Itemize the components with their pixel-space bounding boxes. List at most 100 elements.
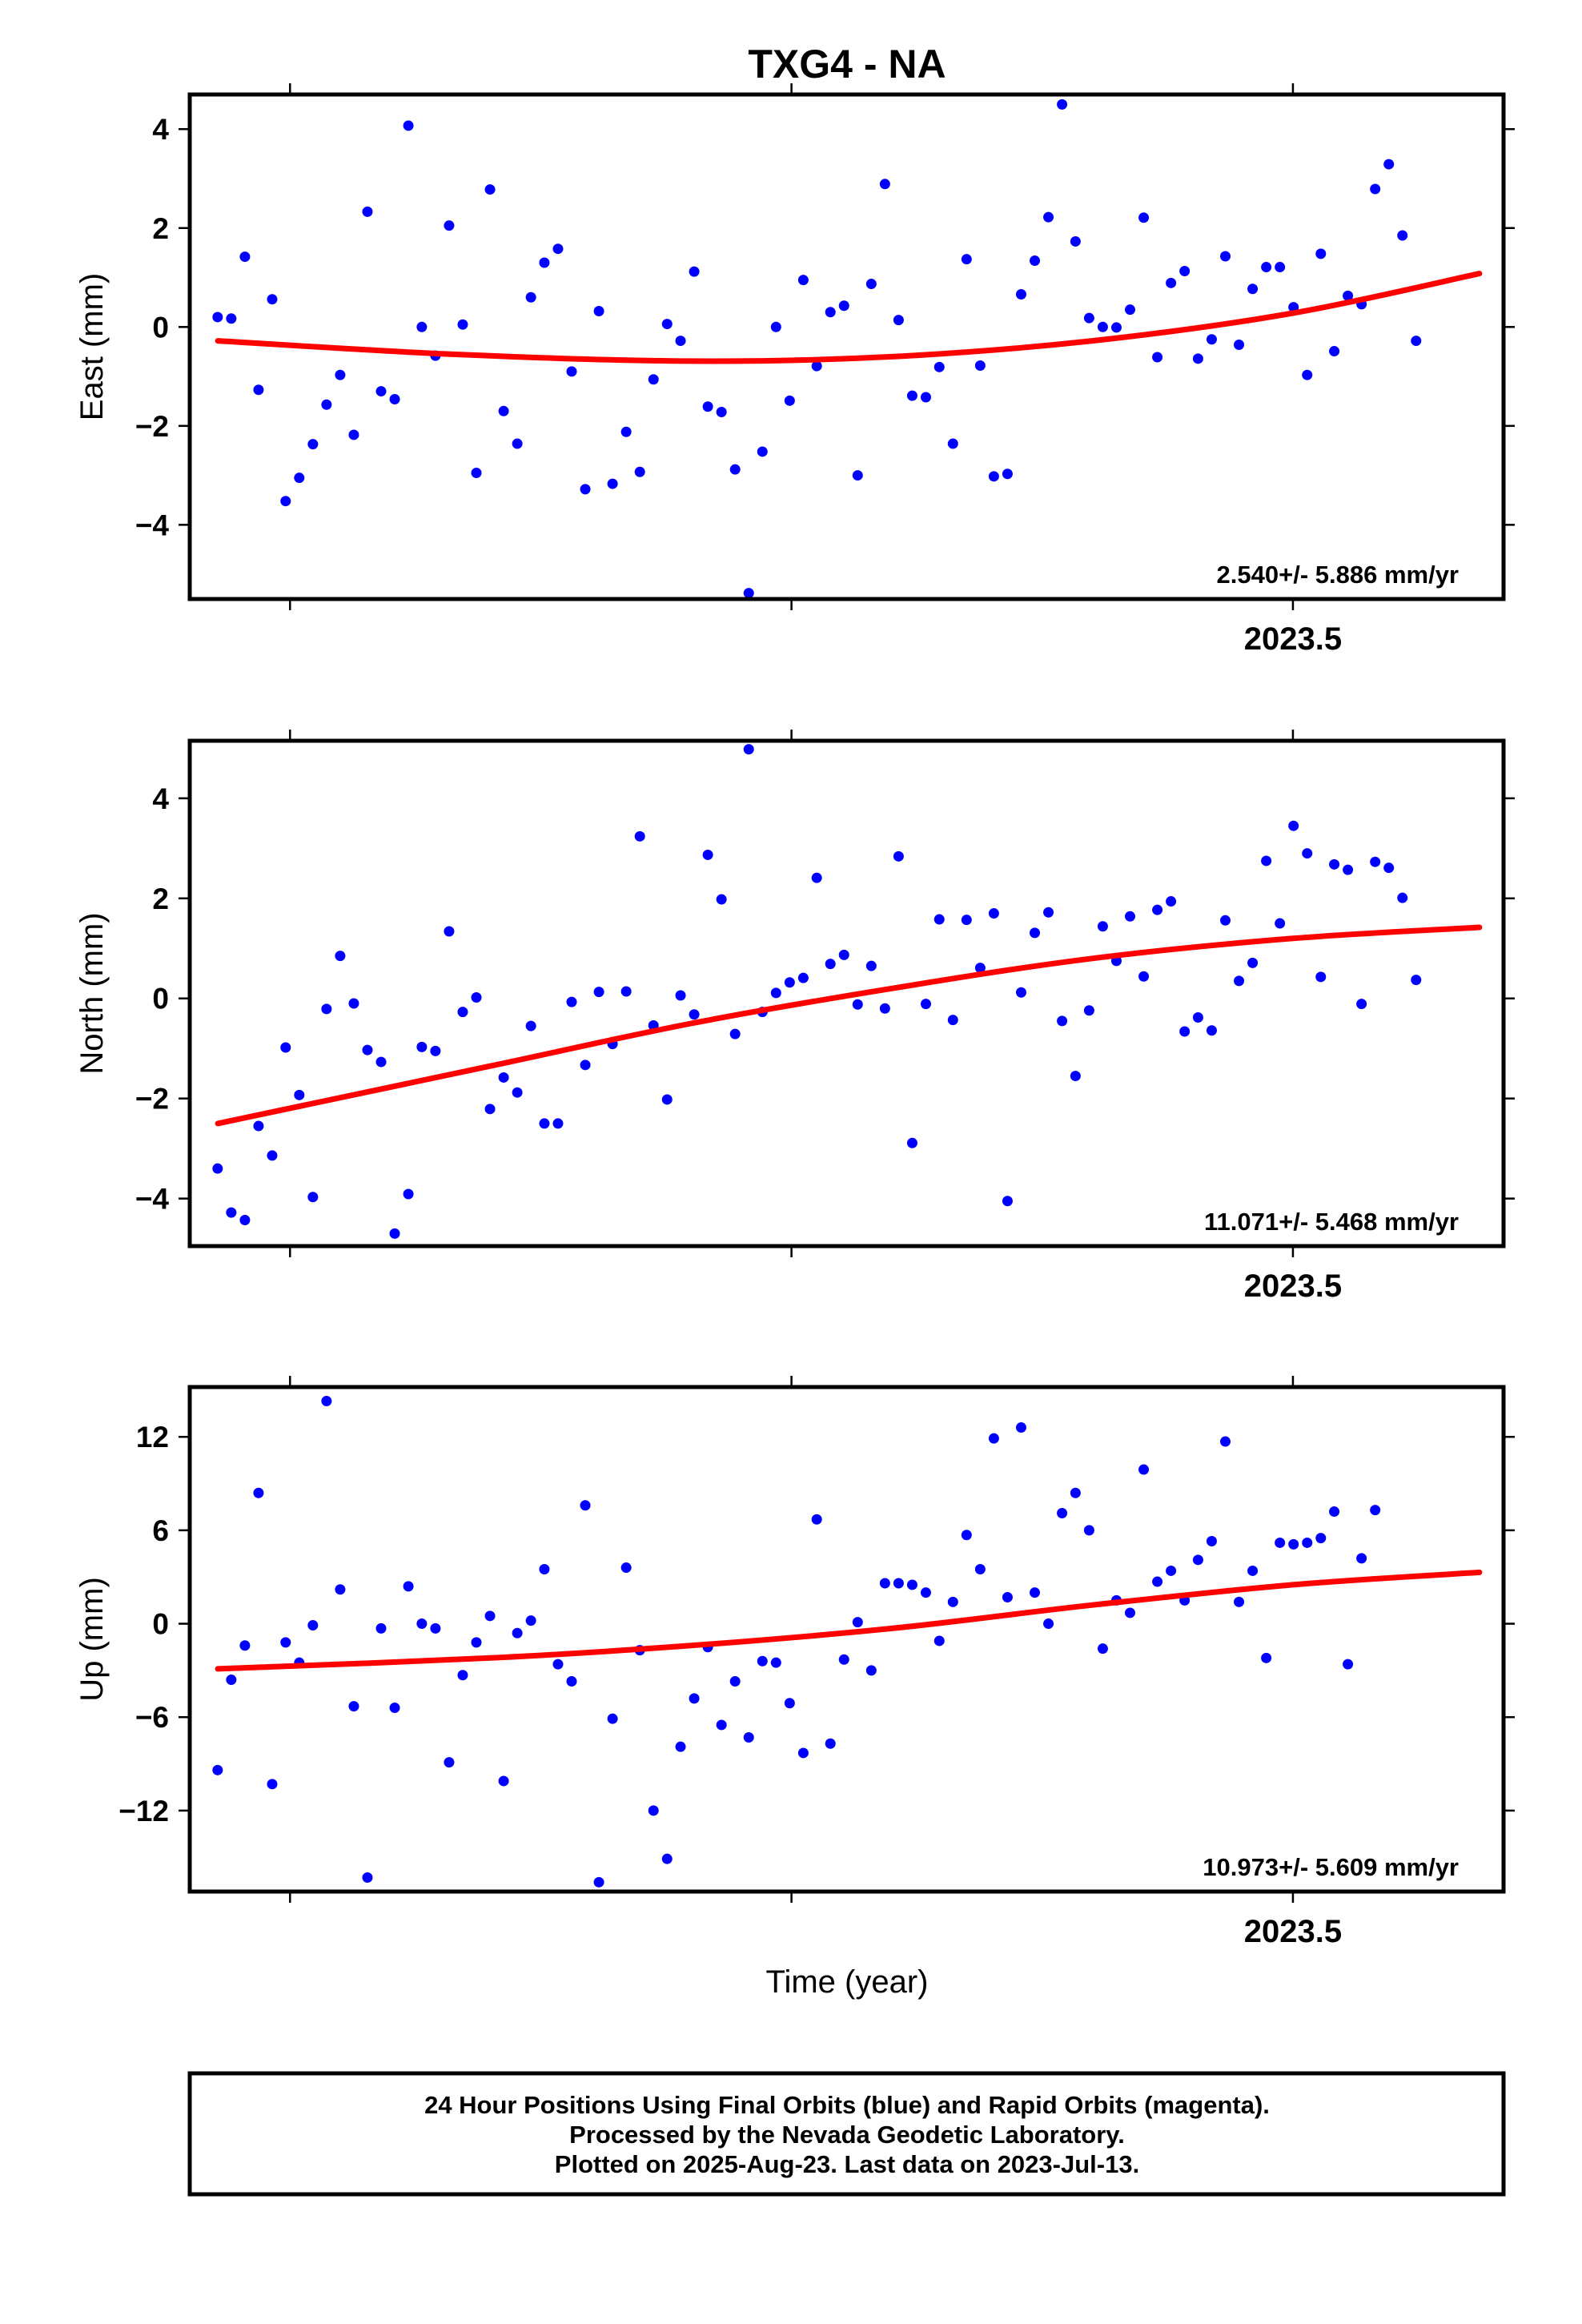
data-point <box>716 1719 727 1731</box>
data-point <box>430 1045 441 1056</box>
data-point <box>498 405 509 416</box>
data-point <box>1192 1011 1203 1023</box>
data-point <box>348 429 359 440</box>
data-point <box>1152 352 1163 363</box>
data-point <box>389 1228 400 1239</box>
data-point <box>661 319 673 330</box>
data-point <box>675 336 686 347</box>
data-point <box>267 1150 278 1161</box>
data-point <box>457 1007 468 1018</box>
data-point <box>1261 855 1272 866</box>
y-tick-label: 4 <box>152 113 169 146</box>
plot-frame <box>187 1385 1506 1894</box>
data-point <box>1002 468 1013 480</box>
data-point <box>1261 262 1272 273</box>
data-point <box>934 361 945 372</box>
data-point <box>1411 975 1422 986</box>
data-point <box>906 390 917 401</box>
data-point <box>1179 1026 1191 1037</box>
data-point <box>961 254 972 265</box>
data-points <box>212 1396 1381 1888</box>
data-point <box>484 1610 496 1622</box>
data-point <box>552 243 564 255</box>
data-point <box>1110 322 1122 333</box>
data-point <box>1138 971 1150 982</box>
data-point <box>1030 1587 1041 1598</box>
data-point <box>865 960 877 971</box>
data-point <box>280 1637 291 1648</box>
data-point <box>226 313 237 324</box>
data-point <box>1275 918 1286 929</box>
footer-line-2: Processed by the Nevada Geodetic Laborat… <box>569 2121 1125 2149</box>
data-point <box>1302 369 1313 380</box>
data-point <box>1097 321 1108 332</box>
y-axis-label: North (mm) <box>74 912 110 1074</box>
data-point <box>838 1654 849 1665</box>
data-point <box>1097 921 1108 932</box>
data-point <box>593 987 604 998</box>
data-point <box>865 1665 877 1676</box>
footer-line-1: 24 Hour Positions Using Final Orbits (bl… <box>424 2091 1270 2119</box>
data-point <box>566 1676 577 1687</box>
data-point <box>893 850 904 862</box>
data-point <box>716 894 727 905</box>
rate-label: 11.071+/- 5.468 mm/yr <box>1204 1208 1459 1236</box>
data-point <box>539 1118 550 1129</box>
data-point <box>838 300 849 312</box>
data-point <box>906 1579 917 1590</box>
data-point <box>784 977 795 988</box>
data-point <box>784 1698 795 1709</box>
data-point <box>689 266 700 277</box>
data-point <box>321 399 332 410</box>
data-point <box>1152 1576 1163 1587</box>
x-tick-label: 2023.5 <box>1244 1914 1342 1949</box>
data-point <box>947 1015 958 1026</box>
data-point <box>444 1757 455 1768</box>
data-point <box>620 1562 632 1574</box>
data-point <box>607 478 618 489</box>
data-point <box>825 1738 836 1749</box>
data-point <box>1397 230 1408 241</box>
data-point <box>1247 957 1259 968</box>
data-point <box>253 1487 264 1498</box>
data-point <box>1302 1537 1313 1548</box>
fit-curve <box>215 1569 1483 1672</box>
data-point <box>566 366 577 377</box>
data-point <box>770 1657 781 1668</box>
y-tick-label: 6 <box>152 1514 169 1547</box>
north-panel: 4 2 0 −2 −4 2023.5 North (mm) 11.071+/- 5.468 m… <box>74 730 1515 1304</box>
data-point <box>552 1118 564 1129</box>
y-tick-label: −4 <box>135 509 170 541</box>
data-point <box>689 1009 700 1020</box>
data-point <box>757 446 768 457</box>
data-point <box>947 438 958 449</box>
y-tick-label: −4 <box>135 1183 170 1216</box>
data-point <box>1383 862 1395 874</box>
data-point <box>1356 1553 1367 1564</box>
data-point <box>988 1433 999 1444</box>
y-tick-label: 4 <box>152 782 169 815</box>
data-point <box>716 407 727 418</box>
data-point <box>620 426 632 437</box>
data-point <box>865 279 877 290</box>
data-point <box>1343 864 1354 875</box>
data-point <box>1329 1506 1340 1518</box>
data-point <box>1315 971 1327 983</box>
data-point <box>675 1741 686 1752</box>
chart-title: TXG4 - NA <box>748 42 946 86</box>
data-point <box>1315 248 1327 259</box>
data-point <box>580 484 591 495</box>
data-point <box>920 1587 931 1598</box>
data-point <box>294 472 305 484</box>
data-point <box>430 1622 441 1634</box>
data-point <box>852 470 863 481</box>
data-point <box>675 990 686 1001</box>
data-point <box>1234 340 1245 351</box>
data-point <box>1247 1565 1259 1576</box>
x-tick-label: 2023.5 <box>1244 1269 1342 1304</box>
data-point <box>1179 266 1191 276</box>
data-point <box>1302 848 1313 859</box>
data-point <box>1015 289 1026 300</box>
data-point <box>457 1670 468 1681</box>
data-point <box>879 1578 890 1589</box>
